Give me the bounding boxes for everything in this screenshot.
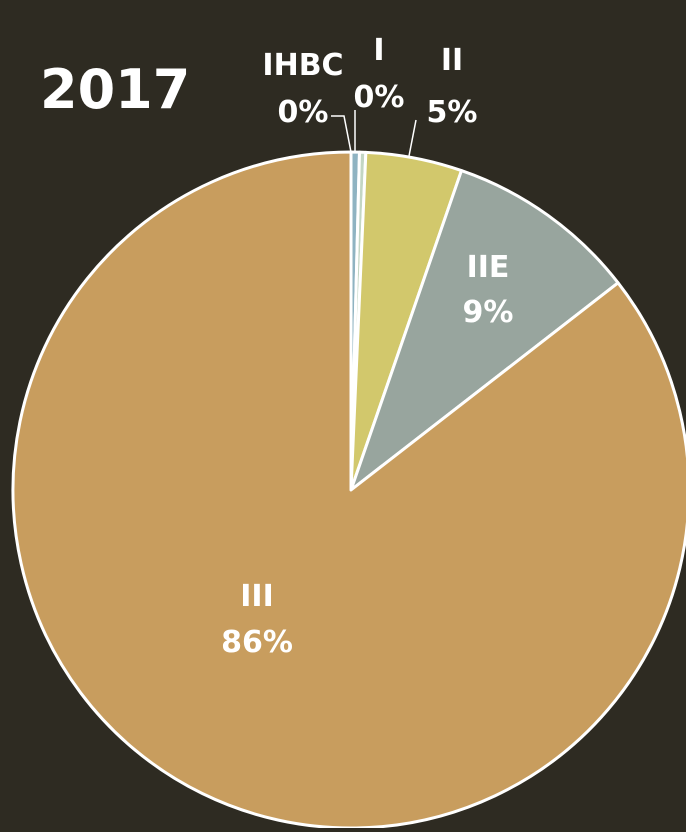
leader-line-ii — [408, 119, 417, 157]
leader-line-ihbc — [331, 115, 352, 153]
slice-label-i: I — [373, 33, 384, 68]
pie-labels: IHBC 0% I 0% II 5% IIE 9% III 86% — [221, 33, 513, 660]
pie-slice-iie — [349, 169, 620, 492]
slice-value-iii: 86% — [221, 625, 293, 660]
slice-label-ii: II — [441, 43, 463, 78]
slice-value-ihbc: 0% — [278, 95, 329, 130]
slice-label-iii: III — [240, 579, 274, 614]
slice-value-iie: 9% — [463, 295, 514, 330]
slice-value-i: 0% — [354, 80, 405, 115]
slice-value-ii: 5% — [427, 95, 478, 130]
chart-title: 2017 — [40, 58, 190, 121]
slice-label-iie: IIE — [467, 250, 510, 285]
pie-slice-iii — [11, 150, 686, 830]
pie-slices — [11, 150, 686, 830]
slice-label-ihbc: IHBC — [262, 48, 343, 83]
